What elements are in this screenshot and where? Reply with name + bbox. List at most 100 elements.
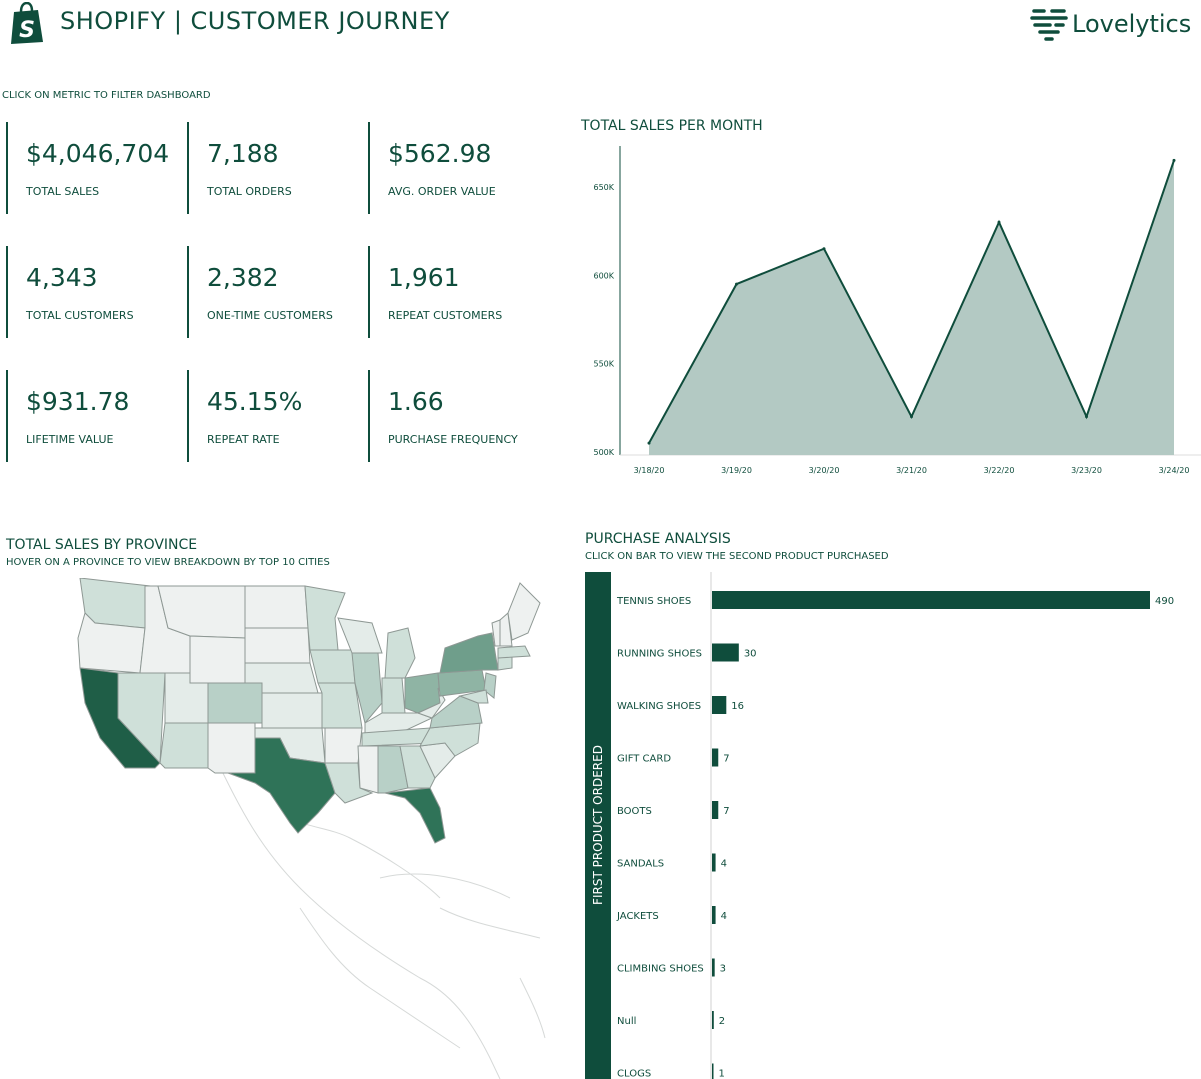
category-label: TENNIS SHOES [616,596,691,607]
state-tx [227,737,336,834]
bar-value-label: 490 [1155,596,1174,607]
state-me [507,582,541,641]
kpi-value: 1,961 [388,263,460,292]
state-fl [384,787,446,844]
purchase-bars[interactable]: TENNIS SHOES 490 RUNNING SHOES 30 WALKING SH… [585,572,1201,1079]
state-wy [189,635,246,684]
kpi-value: 1.66 [388,387,444,416]
kpi-purchase-frequency[interactable]: 1.66 PURCHASE FREQUENCY [368,370,549,462]
bar-value-label: 7 [723,754,729,765]
state-nd [244,585,309,629]
category-label: BOOTS [617,806,652,817]
state-ar [324,727,363,764]
kpi-label: AVG. ORDER VALUE [388,185,496,198]
page-title: SHOPIFY | CUSTOMER JOURNEY [60,7,450,35]
bar-value-label: 2 [719,1016,725,1027]
kpi-value: $562.98 [388,139,492,168]
bar-value-label: 30 [744,649,757,660]
brand-name: Lovelytics [1072,10,1192,38]
state-la [324,762,374,804]
y-tick-label: 650K [593,183,614,192]
state-al [377,745,409,794]
state-il [351,652,383,725]
kpi-total-sales[interactable]: $4,046,704 TOTAL SALES [6,122,187,214]
sales-by-province-map[interactable] [0,578,548,1079]
category-label: RUNNING SHOES [617,649,702,660]
bar-value-label: 3 [720,964,726,975]
x-tick-label: 3/24/20 [1159,466,1190,475]
purchase-bar-chart[interactable]: FIRST PRODUCT ORDERED TENNIS SHOES 490 RUN… [585,572,1201,1079]
category-label: CLIMBING SHOES [617,964,704,975]
x-tick-label: 3/23/20 [1071,466,1102,475]
sales-area-fill [649,160,1174,455]
brand-logo[interactable]: Lovelytics [1030,6,1191,42]
bar [712,748,719,767]
kpi-grid: $4,046,704 TOTAL SALES 7,188 TOTAL ORDER… [6,122,546,466]
state-nm [207,722,256,774]
sales-area-chart[interactable]: 500K 550K 600K 650K 3/18/20 3/19/20 3/20/20 3/2… [570,140,1201,480]
kpi-label: TOTAL ORDERS [207,185,292,198]
bar [712,906,716,924]
first-product-axis-band: FIRST PRODUCT ORDERED [585,572,611,1079]
category-label: Null [617,1016,636,1027]
bar [712,591,1150,609]
bar [712,801,719,819]
bar-value-label: 4 [721,911,727,922]
map-outline-lines [217,762,546,1079]
state-ga [399,745,436,789]
category-label: CLOGS [617,1069,651,1079]
state-az [159,722,209,769]
sales-point [822,247,826,251]
sales-point [910,415,913,419]
bar [712,1063,714,1079]
x-tick-label: 3/22/20 [984,466,1015,475]
sales-point [1085,415,1088,419]
state-wi [337,617,383,654]
kpi-label: REPEAT CUSTOMERS [388,309,503,322]
x-tick-label: 3/20/20 [809,466,840,475]
state-ia [309,649,356,684]
bar [712,643,739,662]
bar-value-label: 1 [719,1069,725,1079]
x-tick-label: 3/21/20 [896,466,927,475]
kpi-label: LIFETIME VALUE [26,433,114,446]
svg-text:S: S [19,18,35,43]
header: S SHOPIFY | CUSTOMER JOURNEY Lovelytics [0,0,1201,50]
state-sd [244,627,311,664]
kpi-total-orders[interactable]: 7,188 TOTAL ORDERS [187,122,368,214]
sales-chart-title: TOTAL SALES PER MONTH [581,118,763,134]
kpi-value: $4,046,704 [26,139,170,168]
state-va [429,695,483,729]
kpi-avg-order-value[interactable]: $562.98 AVG. ORDER VALUE [368,122,549,214]
state-ms [357,745,379,794]
bar-value-label: 4 [721,859,727,870]
map-subtitle: HOVER ON A PROVINCE TO VIEW BREAKDOWN BY… [6,557,330,568]
kpi-label: TOTAL SALES [26,185,100,198]
y-tick-label: 550K [593,360,614,369]
kpi-label: PURCHASE FREQUENCY [388,433,518,446]
category-label: GIFT CARD [617,754,671,765]
state-nj [483,672,497,699]
kpi-value: 45.15% [207,387,303,416]
kpi-value: 2,382 [207,263,279,292]
filter-hint: CLICK ON METRIC TO FILTER DASHBOARD [2,90,211,101]
kpi-value: 4,343 [26,263,98,292]
bar-value-label: 7 [723,806,729,817]
kpi-value: $931.78 [26,387,130,416]
kpi-total-customers[interactable]: 4,343 TOTAL CUSTOMERS [6,246,187,338]
kpi-repeat-customers[interactable]: 1,961 REPEAT CUSTOMERS [368,246,549,338]
kpi-repeat-rate[interactable]: 45.15% REPEAT RATE [187,370,368,462]
shopify-bag-icon: S [11,2,43,44]
kpi-label: REPEAT RATE [207,433,280,446]
bar [712,853,716,872]
state-co [207,682,263,724]
x-tick-label: 3/19/20 [721,466,752,475]
category-label: SANDALS [617,859,664,870]
kpi-lifetime-value[interactable]: $931.78 LIFETIME VALUE [6,370,187,462]
sales-point [997,220,1001,224]
state-mi [384,627,416,679]
sales-point [647,441,651,445]
category-label: WALKING SHOES [617,701,701,712]
kpi-one-time-customers[interactable]: 2,382 ONE-TIME CUSTOMERS [187,246,368,338]
purchase-title: PURCHASE ANALYSIS [585,531,731,547]
